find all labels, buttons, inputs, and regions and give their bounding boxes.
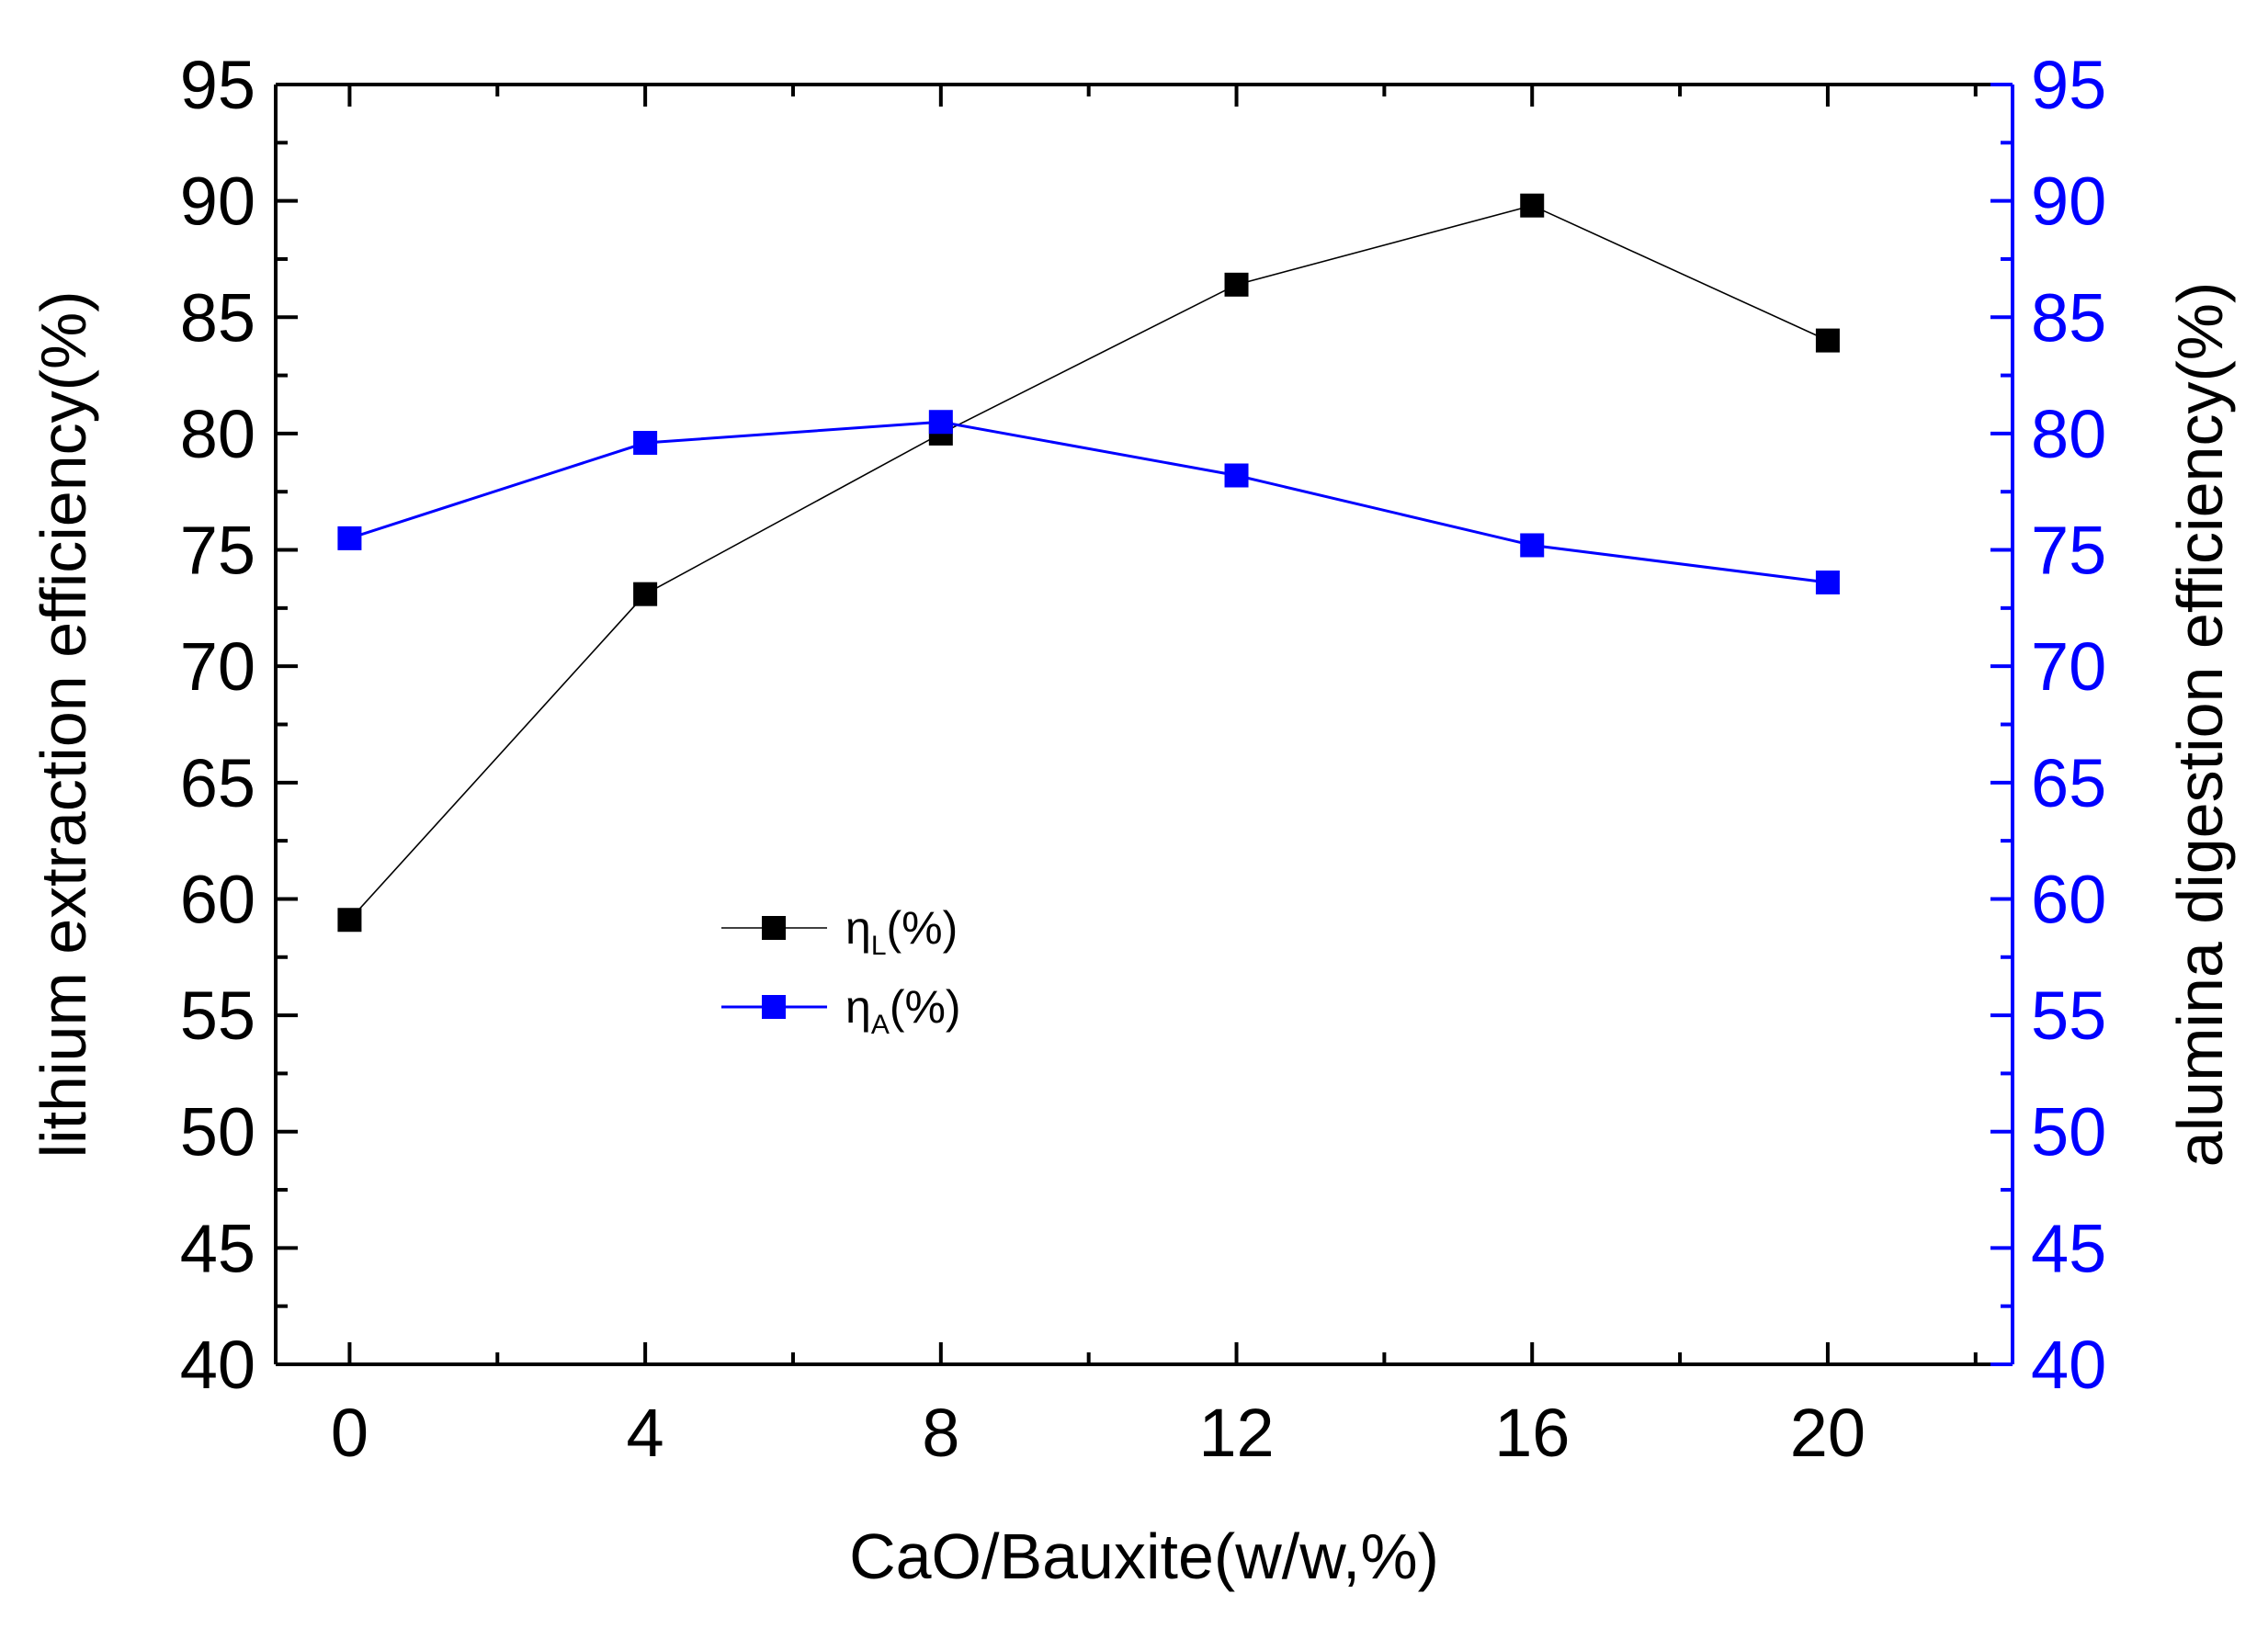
ticks-layer xyxy=(276,83,2013,1366)
left-y-tick-label: 60 xyxy=(180,861,255,937)
series-1-point xyxy=(1224,463,1249,488)
left-y-tick-label: 90 xyxy=(180,164,255,240)
series-1-point xyxy=(633,431,658,456)
right-y-tick-label: 95 xyxy=(2031,47,2106,123)
series-0-point xyxy=(337,908,362,933)
x-tick-label: 8 xyxy=(922,1395,959,1471)
legend-0-symbol: η xyxy=(845,902,871,954)
right-y-axis-title: alumina digestion efficiency(%) xyxy=(2164,282,2236,1168)
left-y-tick-label: 70 xyxy=(180,628,255,705)
legend-0-subscript: L xyxy=(871,931,887,961)
series-0-point xyxy=(633,582,658,606)
left-y-tick-label: 85 xyxy=(180,279,255,356)
series-1-point xyxy=(928,410,953,435)
right-y-tick-label: 60 xyxy=(2031,861,2106,937)
right-y-tick-label: 45 xyxy=(2031,1210,2106,1286)
series-1-point xyxy=(1815,571,1840,595)
labels-layer: 0 4 8 12 16 20 40 40 45 45 50 50 55 55 60 60 65 65 70 70 75 7… xyxy=(28,47,2236,1592)
x-axis-title: CaO/Bauxite(w/w,%) xyxy=(849,1521,1439,1592)
right-y-tick-label: 85 xyxy=(2031,279,2106,356)
x-tick-label: 4 xyxy=(627,1395,664,1471)
right-y-tick-label: 50 xyxy=(2031,1094,2106,1170)
series-1-point xyxy=(1520,533,1545,558)
x-tick-label: 16 xyxy=(1494,1395,1570,1471)
series-layer xyxy=(337,193,1840,933)
legend: ηL(%)ηA(%) xyxy=(721,902,961,1040)
right-y-tick-label: 65 xyxy=(2031,745,2106,821)
legend-0-unit: (%) xyxy=(887,902,958,954)
series-0-point xyxy=(1520,193,1545,218)
legend-1-subscript: A xyxy=(871,1010,890,1040)
left-y-tick-label: 45 xyxy=(180,1210,255,1286)
legend-0-label: ηL(%) xyxy=(845,902,958,961)
plot-frame-layer xyxy=(274,83,2014,1366)
legend-1-unit: (%) xyxy=(890,981,961,1033)
right-y-tick-label: 70 xyxy=(2031,628,2106,705)
legend-1-marker xyxy=(762,995,786,1019)
right-y-tick-label: 40 xyxy=(2031,1327,2106,1403)
x-tick-label: 0 xyxy=(331,1395,369,1471)
legend-1-symbol: η xyxy=(845,981,871,1033)
left-y-tick-label: 95 xyxy=(180,47,255,123)
left-y-tick-label: 65 xyxy=(180,745,255,821)
legend-0-marker xyxy=(762,916,786,940)
left-y-tick-label: 50 xyxy=(180,1094,255,1170)
x-tick-label: 12 xyxy=(1198,1395,1274,1471)
series-0-point xyxy=(1224,272,1249,297)
right-y-tick-label: 90 xyxy=(2031,164,2106,240)
right-y-tick-label: 75 xyxy=(2031,513,2106,589)
series-0-point xyxy=(1815,328,1840,353)
left-y-axis-title: lithium extraction efficiency(%) xyxy=(28,290,99,1158)
series-1-point xyxy=(337,526,362,550)
left-y-tick-label: 80 xyxy=(180,396,255,472)
series-0-line xyxy=(348,204,1829,921)
x-tick-label: 20 xyxy=(1790,1395,1865,1471)
series-1-line xyxy=(348,420,1829,584)
left-y-tick-label: 55 xyxy=(180,978,255,1054)
left-y-tick-label: 40 xyxy=(180,1327,255,1403)
legend-1-label: ηA(%) xyxy=(845,981,961,1040)
right-y-tick-label: 80 xyxy=(2031,396,2106,472)
right-y-tick-label: 55 xyxy=(2031,978,2106,1054)
left-y-tick-label: 75 xyxy=(180,513,255,589)
